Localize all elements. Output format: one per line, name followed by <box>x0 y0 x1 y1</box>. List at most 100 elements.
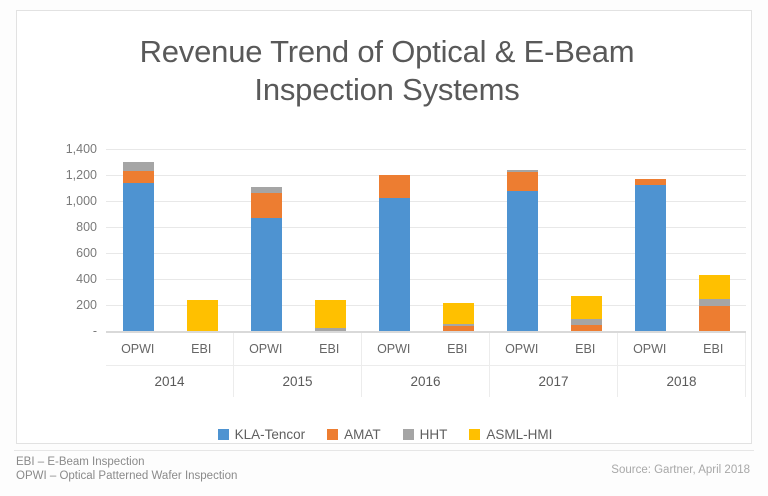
x-axis-year-label: 2017 <box>538 373 569 389</box>
subcategory-row: OPWI EBI <box>234 333 361 366</box>
x-axis-label-ebi: EBI <box>319 342 340 356</box>
category-group-2014: OPWI EBI 2014 <box>106 333 234 397</box>
footnote-divider <box>14 450 754 451</box>
legend-swatch-icon <box>327 428 339 440</box>
gridline <box>106 253 746 254</box>
gridline <box>106 227 746 228</box>
category-group-2017: OPWI EBI 2017 <box>490 333 618 397</box>
legend-label: KLA-Tencor <box>234 426 306 442</box>
axis-baseline <box>106 331 746 332</box>
y-axis-label: 1,000 <box>65 194 97 208</box>
bar-segment-kla-tencor <box>122 182 154 331</box>
x-axis-label-opwi: OPWI <box>633 342 667 356</box>
footnote-opwi: OPWI – Optical Patterned Wafer Inspectio… <box>16 470 238 482</box>
x-axis-year-label: 2016 <box>410 373 441 389</box>
y-axis-label: 1,200 <box>65 168 97 182</box>
x-axis-label-ebi: EBI <box>575 342 596 356</box>
y-axis-label: 1,400 <box>65 142 97 156</box>
category-axis: OPWI EBI 2014 OPWI EBI 2015 OPWI EBI 2016 OPWI EBI… <box>106 332 746 397</box>
bar-segment-amat <box>122 171 154 183</box>
legend-swatch-icon <box>469 428 481 440</box>
x-axis-label-opwi: OPWI <box>377 342 411 356</box>
subcategory-row: OPWI EBI <box>106 333 233 366</box>
subcategory-row: OPWI EBI <box>490 333 617 366</box>
bar-2017-ebi[interactable] <box>570 295 602 331</box>
bar-segment-asml-hmi <box>442 303 474 324</box>
category-group-2018: OPWI EBI 2018 <box>618 333 746 397</box>
bar-2018-opwi[interactable] <box>634 178 666 331</box>
gridline <box>106 175 746 176</box>
bar-segment-amat <box>698 306 730 331</box>
plot-gridlines <box>106 149 746 332</box>
gridline <box>106 305 746 306</box>
legend-item-asml-hmi[interactable]: ASML-HMI <box>469 427 552 442</box>
gridline <box>106 201 746 202</box>
subcategory-row: OPWI EBI <box>618 333 745 366</box>
bar-2017-opwi[interactable] <box>506 169 538 331</box>
y-axis-label: 600 <box>76 246 97 260</box>
bar-segment-kla-tencor <box>250 217 282 331</box>
bar-segment-amat <box>250 192 282 218</box>
footnote-block: EBI – E-Beam Inspection OPWI – Optical P… <box>16 455 237 483</box>
x-axis-label-opwi: OPWI <box>505 342 539 356</box>
bar-segment-hht <box>570 319 602 326</box>
bar-segment-hht <box>314 328 346 331</box>
bar-2016-ebi[interactable] <box>442 303 474 331</box>
x-axis-label-ebi: EBI <box>191 342 212 356</box>
gridline <box>106 149 746 150</box>
bar-segment-kla-tencor <box>506 190 538 331</box>
category-group-2016: OPWI EBI 2016 <box>362 333 490 397</box>
chart-frame: Revenue Trend of Optical & E-Beam Inspec… <box>16 10 752 444</box>
x-axis-label-ebi: EBI <box>703 342 724 356</box>
legend-label: HHT <box>419 426 448 442</box>
bar-segment-hht <box>250 186 282 193</box>
legend-item-hht[interactable]: HHT <box>402 426 448 442</box>
bar-segment-asml-hmi <box>570 295 602 320</box>
legend-item-kla-tencor[interactable]: KLA-Tencor <box>217 426 306 442</box>
bar-segment-amat <box>506 172 538 191</box>
bar-2014-opwi[interactable] <box>122 162 154 331</box>
legend-item-amat[interactable]: AMAT <box>327 427 381 442</box>
category-group-2015: OPWI EBI 2015 <box>234 333 362 397</box>
bar-2018-ebi[interactable] <box>698 275 730 331</box>
y-axis: - 200 400 600 800 1,000 1,200 1,400 <box>35 139 124 339</box>
bar-segment-amat <box>634 178 666 186</box>
bar-segment-amat <box>570 325 602 331</box>
x-axis-year-label: 2015 <box>282 373 313 389</box>
bar-segment-hht <box>698 298 730 307</box>
source-attribution: Source: Gartner, April 2018 <box>611 464 750 476</box>
bar-2015-opwi[interactable] <box>250 186 282 331</box>
gridline <box>106 279 746 280</box>
x-axis-label-opwi: OPWI <box>121 342 155 356</box>
legend-swatch-icon <box>402 428 414 440</box>
bar-segment-asml-hmi <box>314 299 346 329</box>
bar-segment-hht <box>442 323 474 326</box>
x-axis-year-label: 2014 <box>154 373 185 389</box>
bar-2016-opwi[interactable] <box>378 175 410 331</box>
legend-label: AMAT <box>344 426 381 442</box>
bar-2014-ebi[interactable] <box>186 299 218 331</box>
x-axis-year-label: 2018 <box>666 373 697 389</box>
legend-label: ASML-HMI <box>486 426 553 442</box>
bar-2015-ebi[interactable] <box>314 299 346 331</box>
bar-segment-amat <box>442 325 474 331</box>
y-axis-label: 800 <box>76 220 97 234</box>
subcategory-row: OPWI EBI <box>362 333 489 366</box>
bar-series-layer <box>106 149 746 331</box>
chart-legend: KLA-Tencor AMAT HHT ASML-HMI <box>17 422 753 446</box>
legend-swatch-icon <box>217 428 229 440</box>
bar-segment-kla-tencor <box>378 197 410 331</box>
y-axis-label: - <box>92 324 97 338</box>
bar-segment-hht <box>122 162 154 172</box>
footnote-ebi: EBI – E-Beam Inspection <box>16 456 145 468</box>
bar-segment-asml-hmi <box>186 299 218 331</box>
y-axis-label: 400 <box>76 272 97 286</box>
bar-segment-kla-tencor <box>634 185 666 331</box>
x-axis-label-opwi: OPWI <box>249 342 283 356</box>
chart-title: Revenue Trend of Optical & E-Beam Inspec… <box>139 34 635 107</box>
bar-segment-asml-hmi <box>698 275 730 299</box>
y-axis-label: 200 <box>76 298 97 312</box>
bar-segment-amat <box>378 175 410 198</box>
x-axis-label-ebi: EBI <box>447 342 468 356</box>
